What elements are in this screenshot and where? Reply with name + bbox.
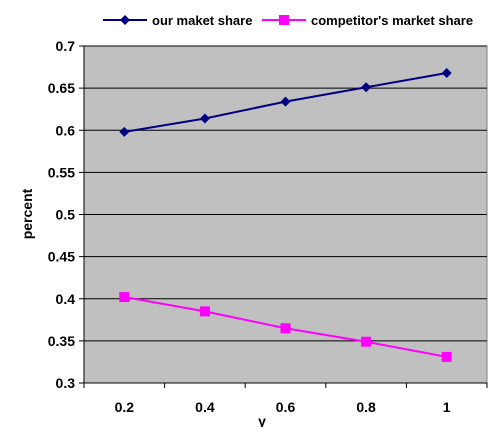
y-ticks: 0.3 0.35 0.4 0.45 0.5 0.55 0.6 0.65 0.7: [48, 38, 84, 391]
y-tick-label: 0.7: [56, 38, 76, 54]
grid-lines: [84, 45, 487, 342]
x-tick-label: 0.4: [195, 399, 215, 415]
data-point-0: [280, 96, 291, 107]
data-point-1: [280, 323, 291, 334]
x-tick-label: 1: [443, 399, 451, 415]
y-tick-label: 0.35: [48, 333, 75, 349]
data-point-1: [361, 336, 372, 347]
legend: our maket share competitor's market shar…: [103, 13, 473, 28]
series-layer: [119, 67, 452, 362]
data-point-1: [441, 351, 452, 362]
x-axis-title: y: [258, 413, 266, 427]
legend-label-our-share: our maket share: [152, 13, 252, 28]
legend-marker-competitor-share: [279, 15, 289, 25]
data-point-1: [199, 306, 210, 317]
y-tick-label: 0.3: [56, 375, 76, 391]
legend-label-competitor-share: competitor's market share: [311, 13, 473, 28]
y-tick-label: 0.4: [56, 291, 76, 307]
y-tick-label: 0.6: [56, 122, 76, 138]
x-tick-label: 0.8: [356, 399, 376, 415]
y-axis-title: percent: [19, 188, 35, 239]
y-tick-label: 0.45: [48, 249, 75, 265]
y-tick-label: 0.5: [56, 207, 76, 223]
data-point-0: [361, 82, 372, 93]
data-point-0: [441, 67, 452, 78]
x-tick-label: 0.2: [115, 399, 135, 415]
legend-marker-our-share: [120, 15, 130, 25]
data-point-1: [119, 292, 130, 303]
y-tick-label: 0.55: [48, 164, 75, 180]
data-point-0: [119, 126, 130, 137]
x-ticks: 0.2 0.4 0.6 0.8 1: [83, 383, 488, 415]
x-tick-label: 0.6: [276, 399, 296, 415]
data-point-0: [199, 113, 210, 124]
y-tick-label: 0.65: [48, 80, 75, 96]
